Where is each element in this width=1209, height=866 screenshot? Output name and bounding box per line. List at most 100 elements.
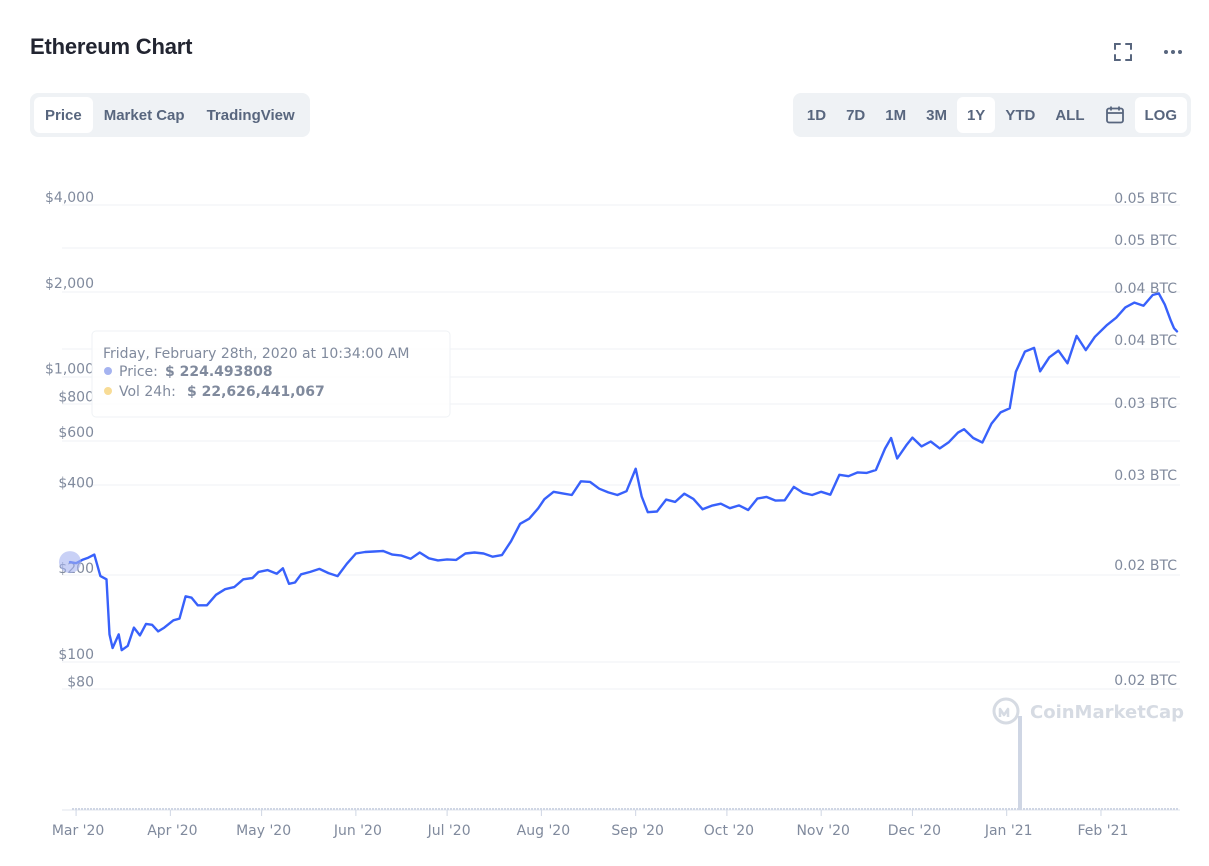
volume-bar [192,808,194,810]
tooltip-price-value: $ 224.493808 [165,364,273,380]
header-icons [1111,40,1185,64]
volume-bar [819,808,821,810]
volume-bar [909,808,911,810]
volume-bar [1128,808,1130,810]
volume-bar [633,808,635,810]
volume-bar [468,808,470,810]
tab-tradingview[interactable]: TradingView [206,106,295,124]
log-toggle[interactable]: LOG [1134,97,1187,133]
volume-bar [237,808,239,810]
volume-bar [627,808,629,810]
calendar-icon[interactable] [1095,97,1135,133]
volume-bar [729,808,731,810]
volume-bar [1044,808,1046,810]
volume-bar [1146,808,1148,810]
volume-bar [333,808,335,810]
volume-bar [1119,808,1121,810]
volume-bar [261,808,263,810]
volume-bar [1137,808,1139,810]
range-1m[interactable]: 1M [885,106,907,124]
y-tick-label-left: $1,000 [45,362,94,378]
x-tick-label: Jan '21 [984,823,1033,839]
volume-bar [951,808,953,810]
volume-bar [1080,808,1082,810]
range-1y[interactable]: 1Y [956,97,996,133]
volume-bar [1068,808,1070,810]
volume-bar [96,808,98,810]
volume-bar [987,808,989,810]
y-tick-label-left: $4,000 [45,190,94,206]
volume-bar [723,808,725,810]
x-tick-label: Nov '20 [796,823,849,839]
y-tick-label-left: $400 [58,475,94,491]
fullscreen-icon[interactable] [1111,40,1135,64]
chart-area[interactable]: CoinMarketCap $4,000 $2,000 $1,000 $800 $600… [0,150,1209,866]
volume-bar [264,808,266,810]
volume-bar [138,808,140,810]
more-icon[interactable] [1161,40,1185,64]
volume-bar [984,808,986,810]
volume-bar [873,808,875,810]
volume-bar [555,808,557,810]
volume-bar [1170,808,1172,810]
range-1d[interactable]: 1D [806,106,827,124]
volume-bar [444,808,446,810]
volume-bar [252,808,254,810]
volume-bar [552,808,554,810]
y-tick-label-right: 0.04 BTC [1114,333,1177,349]
volume-bar [141,808,143,810]
volume-bar [429,808,431,810]
volume-bar [1008,808,1010,810]
volume-bar [1131,808,1133,810]
x-tick-label: Oct '20 [704,823,754,839]
range-all[interactable]: ALL [1055,106,1085,124]
volume-bar [300,808,302,810]
volume-bar [219,808,221,810]
volume-bar [507,808,509,810]
volume-bar [762,808,764,810]
volume-bar [954,808,956,810]
volume-bar [528,808,530,810]
volume-bar [423,808,425,810]
volume-bar [696,808,698,810]
y-tick-label-right: 0.05 BTC [1114,233,1177,249]
volume-bar [1116,808,1118,810]
volume-bar [492,808,494,810]
price-chart[interactable]: CoinMarketCap $4,000 $2,000 $1,000 $800 $600… [0,150,1209,866]
volume-bar [651,808,653,810]
volume-bar [978,808,980,810]
volume-bar [669,808,671,810]
volume-bar [426,808,428,810]
volume-bar [105,808,107,810]
range-3m[interactable]: 3M [926,106,947,124]
tab-market-cap[interactable]: Market Cap [103,106,185,124]
volume-bar [957,808,959,810]
volume-bar [99,808,101,810]
volume-bar [447,808,449,810]
volume-bar [348,808,350,810]
range-7d[interactable]: 7D [846,106,866,124]
volume-bar [603,808,605,810]
volume-bar [129,808,131,810]
volume-bar [303,808,305,810]
x-tick-label: Jun '20 [333,823,382,839]
volume-bar [999,808,1001,810]
volume-bar [1041,808,1043,810]
x-tick-label: Feb '21 [1078,823,1129,839]
volume-bar [852,808,854,810]
tab-price[interactable]: Price [34,97,93,133]
volume-bar [306,808,308,810]
volume-bar [486,808,488,810]
volume-bar [615,808,617,810]
volume-bar [948,808,950,810]
volume-bar [1026,808,1028,810]
volume-bar [699,808,701,810]
volume-bar [504,808,506,810]
volume-bar [594,808,596,810]
volume-bar [609,808,611,810]
volume-bar [759,808,761,810]
volume-bar [702,808,704,810]
volume-bar [798,808,800,810]
range-ytd[interactable]: YTD [1005,106,1036,124]
volume-bar [765,808,767,810]
